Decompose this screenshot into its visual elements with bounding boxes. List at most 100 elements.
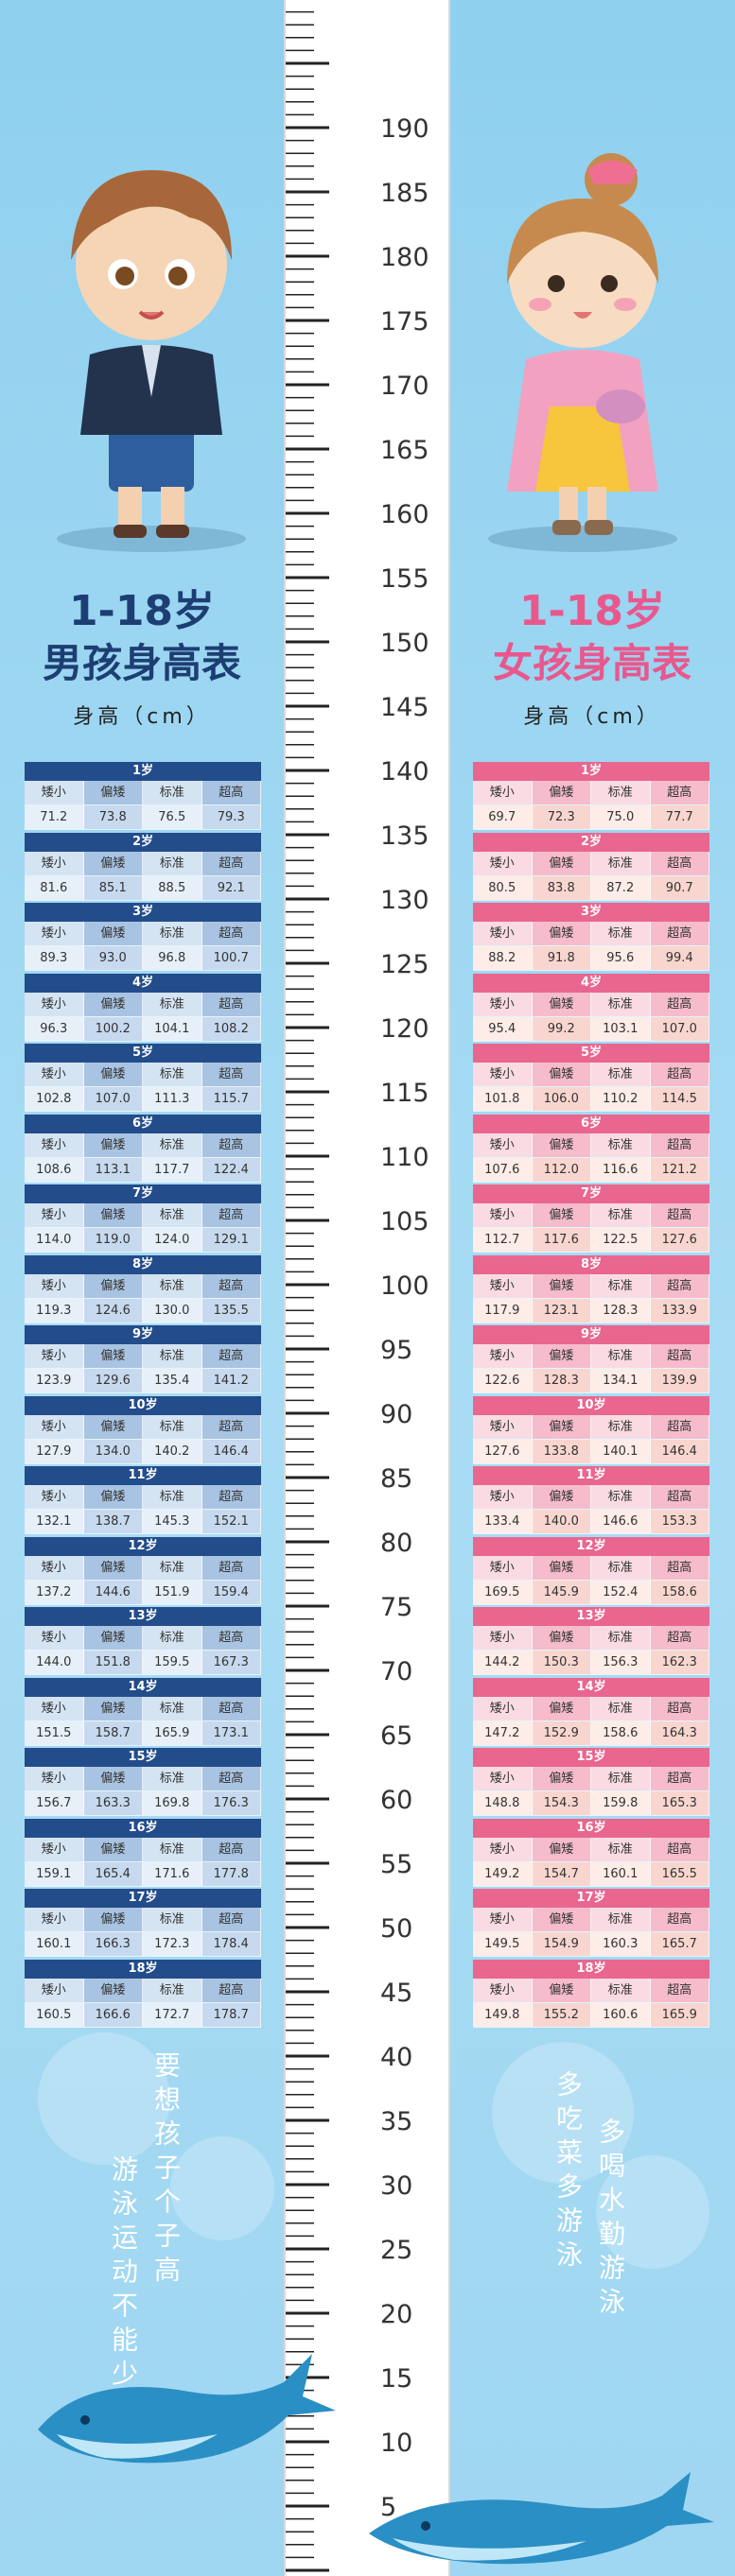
column-label: 标准 bbox=[143, 1837, 202, 1861]
column-label: 标准 bbox=[143, 1908, 202, 1931]
bubble-decoration bbox=[596, 2155, 709, 2269]
column-label: 矮小 bbox=[473, 1273, 533, 1298]
table-row: 122.6 128.3 134.1 139.9 bbox=[473, 1369, 709, 1393]
ruler-label: 145 bbox=[380, 693, 429, 722]
height-value: 172.3 bbox=[143, 1932, 202, 1956]
column-label: 偏矮 bbox=[83, 1837, 143, 1861]
height-value: 112.7 bbox=[473, 1228, 533, 1252]
table-row: 151.5 158.7 165.9 173.1 bbox=[25, 1720, 261, 1746]
height-value: 149.8 bbox=[473, 2002, 533, 2027]
column-label-row: 矮小 偏矮 标准 超高 bbox=[25, 1344, 261, 1369]
height-ruler: 190 185 180 175 170 165 160 155 150 145 140 135 130 1… bbox=[284, 0, 450, 2576]
column-label-row: 矮小 偏矮 标准 超高 bbox=[473, 1132, 709, 1158]
height-value: 85.1 bbox=[83, 875, 143, 900]
age-header: 13岁 bbox=[25, 1607, 261, 1626]
height-value: 106.0 bbox=[532, 1087, 591, 1111]
column-label: 偏矮 bbox=[532, 781, 591, 804]
column-label: 标准 bbox=[591, 992, 651, 1016]
boy-subtitle: 身高（cm） bbox=[73, 705, 211, 729]
height-value: 147.2 bbox=[473, 1720, 533, 1745]
height-value: 146.4 bbox=[201, 1439, 261, 1463]
column-label: 偏矮 bbox=[83, 1978, 143, 2002]
whale-icon bbox=[369, 2472, 714, 2565]
age-header: 5岁 bbox=[473, 1044, 709, 1063]
height-value: 178.4 bbox=[201, 1932, 261, 1956]
column-label: 偏矮 bbox=[532, 1485, 591, 1509]
column-label-row: 矮小 偏矮 标准 超高 bbox=[25, 1696, 261, 1721]
column-label: 超高 bbox=[201, 992, 261, 1016]
ruler-label: 30 bbox=[380, 2171, 412, 2201]
age-header: 4岁 bbox=[473, 973, 709, 993]
height-value: 90.7 bbox=[650, 875, 709, 900]
column-label-row: 矮小 偏矮 标准 超高 bbox=[25, 1203, 261, 1228]
column-label: 超高 bbox=[201, 1696, 261, 1720]
column-label: 偏矮 bbox=[532, 1978, 591, 2002]
height-value: 132.1 bbox=[25, 1510, 84, 1533]
column-label: 矮小 bbox=[25, 851, 84, 875]
age-header: 1岁 bbox=[473, 762, 709, 781]
ruler-label: 190 bbox=[380, 114, 429, 144]
boy-age-block: 11岁 矮小 偏矮 标准 超高 132.1 138.7 145.3 152.1 bbox=[25, 1466, 261, 1537]
column-label: 超高 bbox=[650, 1978, 709, 2002]
height-value: 140.0 bbox=[532, 1510, 591, 1533]
height-value: 117.9 bbox=[473, 1298, 533, 1323]
column-label: 偏矮 bbox=[83, 1063, 143, 1086]
column-label: 标准 bbox=[143, 1626, 202, 1650]
age-header: 10岁 bbox=[473, 1395, 709, 1415]
column-label: 偏矮 bbox=[83, 1555, 143, 1580]
ruler-label: 140 bbox=[380, 757, 429, 787]
height-value: 122.5 bbox=[591, 1228, 651, 1252]
column-label: 偏矮 bbox=[532, 1626, 591, 1650]
height-value: 152.1 bbox=[201, 1510, 261, 1533]
height-value: 104.1 bbox=[143, 1016, 202, 1041]
height-value: 148.8 bbox=[473, 1791, 533, 1815]
boy-age-block: 15岁 矮小 偏矮 标准 超高 156.7 163.3 169.8 176.3 bbox=[25, 1748, 261, 1819]
column-label: 标准 bbox=[591, 1837, 651, 1861]
age-header: 2岁 bbox=[473, 832, 709, 852]
column-label: 标准 bbox=[591, 1063, 651, 1086]
ruler-label: 50 bbox=[380, 1914, 412, 1944]
ruler-label: 110 bbox=[380, 1143, 429, 1172]
height-value: 144.0 bbox=[25, 1651, 84, 1674]
boy-age-block: 14岁 矮小 偏矮 标准 超高 151.5 158.7 165.9 173.1 bbox=[25, 1677, 261, 1749]
table-row: 95.4 99.2 103.1 107.0 bbox=[473, 1016, 709, 1042]
column-label: 超高 bbox=[201, 1978, 261, 2002]
ruler-label: 75 bbox=[380, 1593, 412, 1622]
age-header: 18岁 bbox=[473, 1959, 709, 1979]
table-row: 144.2 150.3 156.3 162.3 bbox=[473, 1651, 709, 1675]
table-row: 89.3 93.0 96.8 100.7 bbox=[25, 946, 261, 971]
age-header: 5岁 bbox=[25, 1044, 261, 1063]
height-value: 123.9 bbox=[25, 1369, 84, 1392]
ruler-label: 90 bbox=[380, 1400, 412, 1429]
table-row: 127.9 134.0 140.2 146.4 bbox=[25, 1439, 261, 1464]
girl-age-block: 2岁 矮小 偏矮 标准 超高 80.5 83.8 87.2 90.7 bbox=[473, 832, 709, 904]
boy-title-main: 男孩身高表 bbox=[42, 640, 241, 686]
height-value: 133.4 bbox=[473, 1510, 533, 1533]
column-label: 超高 bbox=[650, 1485, 709, 1509]
column-label: 超高 bbox=[650, 1344, 709, 1368]
height-value: 160.5 bbox=[25, 2002, 84, 2027]
column-label: 矮小 bbox=[473, 1063, 533, 1086]
column-label-row: 矮小 偏矮 标准 超高 bbox=[473, 1908, 709, 1932]
height-value: 99.4 bbox=[650, 946, 709, 970]
height-value: 81.6 bbox=[25, 875, 84, 900]
column-label: 偏矮 bbox=[83, 922, 143, 945]
column-label: 矮小 bbox=[25, 1063, 84, 1086]
column-label: 矮小 bbox=[473, 781, 533, 804]
column-label: 标准 bbox=[591, 1414, 651, 1439]
height-value: 158.7 bbox=[83, 1720, 143, 1745]
height-value: 146.6 bbox=[591, 1510, 651, 1533]
table-row: 114.0 119.0 124.0 129.1 bbox=[25, 1228, 261, 1253]
boy-age-block: 17岁 矮小 偏矮 标准 超高 160.1 166.3 172.3 178.4 bbox=[25, 1889, 261, 1960]
height-value: 124.6 bbox=[83, 1298, 143, 1323]
column-label-row: 矮小 偏矮 标准 超高 bbox=[473, 1063, 709, 1087]
girl-age-block: 5岁 矮小 偏矮 标准 超高 101.8 106.0 110.2 114.5 bbox=[473, 1044, 709, 1115]
table-row: 81.6 85.1 88.5 92.1 bbox=[25, 875, 261, 901]
girl-title-block: 1-18岁 女孩身高表 身高（cm） bbox=[450, 586, 734, 730]
boy-age-block: 10岁 矮小 偏矮 标准 超高 127.9 134.0 140.2 146.4 bbox=[25, 1395, 261, 1467]
column-label: 偏矮 bbox=[532, 851, 591, 875]
column-label: 超高 bbox=[201, 1767, 261, 1790]
column-label: 偏矮 bbox=[83, 1344, 143, 1368]
bubble-decoration bbox=[170, 2136, 274, 2240]
boy-age-block: 3岁 矮小 偏矮 标准 超高 89.3 93.0 96.8 100.7 bbox=[25, 903, 261, 974]
